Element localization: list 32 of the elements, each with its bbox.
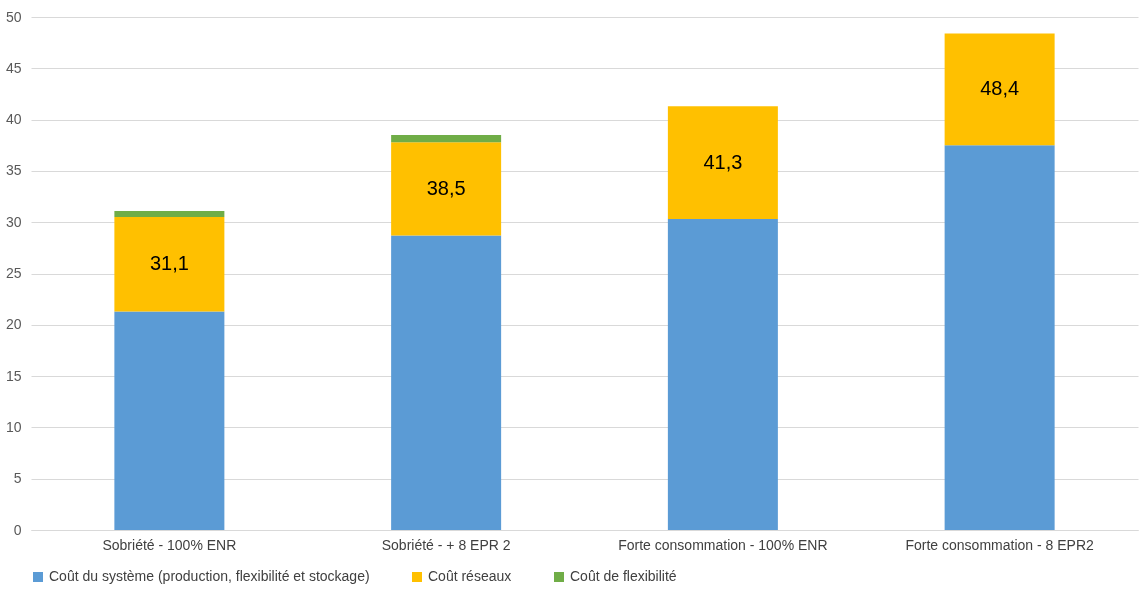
- y-tick-label: 15: [5, 367, 22, 384]
- bar: [114, 217, 225, 312]
- bar: [114, 311, 225, 530]
- total-label: 48,4: [980, 77, 1020, 100]
- legend-label: Coût réseaux: [428, 568, 512, 584]
- bar: [391, 235, 502, 530]
- y-tick-label: 30: [5, 213, 22, 230]
- y-tick-label: 50: [5, 8, 22, 25]
- y-tick-label: 25: [5, 265, 22, 281]
- total-label: 41,3: [703, 150, 743, 173]
- bar: [114, 210, 225, 218]
- y-tick-label: 0: [13, 521, 22, 538]
- y-tick-label: 20: [5, 316, 22, 333]
- bar: [944, 33, 1055, 146]
- legend-label: Coût de flexibilité: [570, 568, 677, 584]
- x-tick-label: Forte consommation - 8 EPR2: [905, 536, 1094, 553]
- bar: [667, 106, 778, 220]
- y-tick-label: 5: [13, 470, 22, 487]
- x-tick-label: Forte consommation - 100% ENR: [618, 536, 828, 553]
- total-label: 31,1: [149, 252, 189, 275]
- bar: [667, 219, 778, 530]
- bar: [944, 145, 1055, 530]
- y-tick-label: 35: [5, 162, 22, 179]
- legend-label: Coût du système (production, flexibilité et stockage): [49, 568, 370, 584]
- x-tick-label: Sobriété - 100% ENR: [102, 536, 237, 553]
- x-tick-label: Sobriété - + 8 EPR 2: [381, 536, 511, 553]
- bar: [391, 142, 502, 236]
- y-tick-label: 10: [5, 418, 22, 435]
- bar: [391, 134, 502, 143]
- y-tick-label: 45: [5, 59, 22, 76]
- total-label: 38,5: [426, 176, 466, 199]
- y-tick-label: 40: [5, 111, 22, 128]
